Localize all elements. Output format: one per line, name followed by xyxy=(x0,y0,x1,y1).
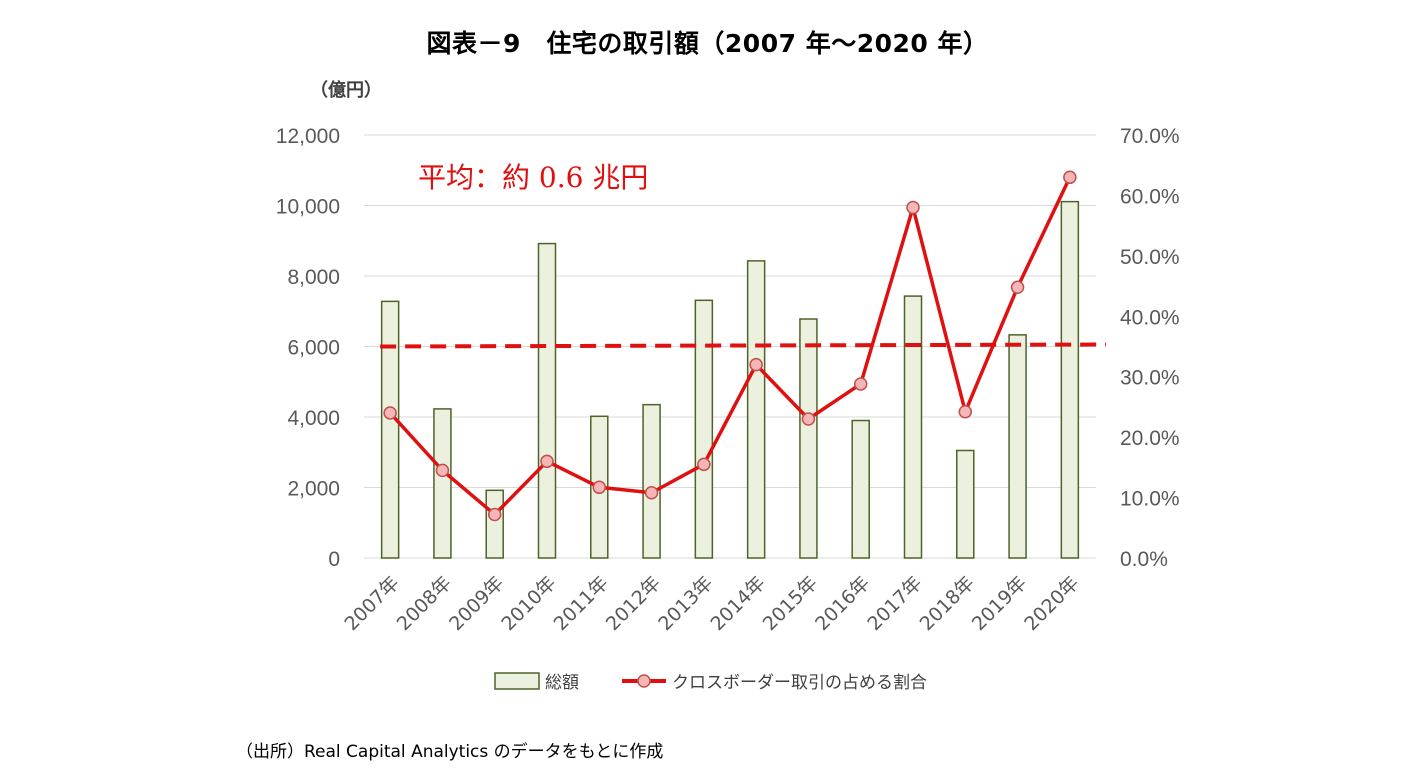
right-tick-label: 40.0% xyxy=(1120,306,1180,329)
x-tick-label: 2011年 xyxy=(550,572,613,635)
bar-series xyxy=(380,200,1080,559)
legend-label-total: 総額 xyxy=(545,673,579,693)
x-tick-label: 2013年 xyxy=(654,572,717,635)
left-tick-label: 6,000 xyxy=(287,337,340,360)
x-axis-ticks: 2007年2008年2009年2010年2011年2012年2013年2014年… xyxy=(340,572,1083,635)
left-tick-label: 8,000 xyxy=(287,266,340,289)
bar xyxy=(642,403,661,559)
average-line xyxy=(380,342,1107,349)
x-tick-label: 2007年 xyxy=(340,572,403,635)
left-axis-ticks: 0 2,000 4,000 6,000 8,000 10,000 12,000 xyxy=(276,125,340,571)
x-tick-label: 2018年 xyxy=(916,572,979,635)
legend-marker-swatch xyxy=(637,674,651,688)
x-tick-label: 2017年 xyxy=(863,572,926,635)
share-point xyxy=(697,457,711,472)
bar xyxy=(903,295,923,559)
left-tick-label: 2,000 xyxy=(287,478,340,501)
share-line xyxy=(388,176,1072,517)
bar xyxy=(694,299,714,559)
x-tick-label: 2009年 xyxy=(445,572,508,635)
share-point xyxy=(906,200,920,215)
right-tick-label: 60.0% xyxy=(1120,185,1180,208)
bar xyxy=(746,260,766,559)
bar xyxy=(851,419,870,559)
right-tick-label: 10.0% xyxy=(1120,488,1180,511)
x-tick-label: 2019年 xyxy=(968,572,1031,635)
bar xyxy=(485,489,504,559)
x-tick-label: 2020年 xyxy=(1020,572,1083,635)
x-tick-label: 2010年 xyxy=(497,572,560,635)
share-point xyxy=(644,485,659,500)
x-tick-label: 2016年 xyxy=(811,572,874,635)
bar xyxy=(956,449,975,559)
share-point xyxy=(435,463,450,478)
legend-label-share: クロスボーダー取引の占める割合 xyxy=(672,673,927,693)
right-tick-label: 30.0% xyxy=(1120,367,1180,390)
share-point xyxy=(801,412,816,426)
legend-swatch-total xyxy=(494,672,540,690)
right-tick-label: 50.0% xyxy=(1120,246,1180,269)
bar xyxy=(537,242,557,559)
share-point xyxy=(592,480,607,495)
left-tick-label: 0 xyxy=(328,548,340,571)
bar xyxy=(1008,334,1027,559)
left-tick-label: 12,000 xyxy=(276,125,340,148)
right-axis-ticks: 0.0% 10.0% 20.0% 30.0% 40.0% 50.0% 60.0% 70.0% xyxy=(1120,125,1180,571)
share-point xyxy=(1010,280,1025,295)
x-tick-label: 2015年 xyxy=(759,572,822,635)
average-annotation: 平均：約 0.6 兆円 xyxy=(418,161,648,194)
x-tick-label: 2012年 xyxy=(602,572,665,635)
x-tick-label: 2008年 xyxy=(393,572,456,635)
legend: 総額 クロスボーダー取引の占める割合 xyxy=(494,672,927,693)
average-line-layer xyxy=(380,342,1107,349)
right-tick-label: 20.0% xyxy=(1120,427,1180,450)
share-point xyxy=(958,405,973,419)
bar xyxy=(380,300,400,559)
share-point xyxy=(749,357,763,372)
share-point xyxy=(383,406,397,420)
share-point xyxy=(487,507,502,522)
left-axis-unit: （億円） xyxy=(310,79,382,101)
left-tick-label: 10,000 xyxy=(276,196,340,219)
share-point xyxy=(1063,170,1077,185)
right-tick-label: 0.0% xyxy=(1120,548,1168,571)
right-tick-label: 70.0% xyxy=(1120,125,1180,148)
chart-title: 図表－9 住宅の取引額（2007 年～2020 年） xyxy=(426,29,989,58)
bar xyxy=(433,408,452,559)
line-series xyxy=(383,170,1077,522)
source-note: （出所）Real Capital Analytics のデータをもとに作成 xyxy=(236,742,664,762)
share-point xyxy=(853,377,868,391)
bar xyxy=(1060,200,1080,559)
x-tick-label: 2014年 xyxy=(706,572,769,635)
bar xyxy=(799,318,818,559)
share-point xyxy=(540,454,554,469)
left-tick-label: 4,000 xyxy=(287,407,340,430)
